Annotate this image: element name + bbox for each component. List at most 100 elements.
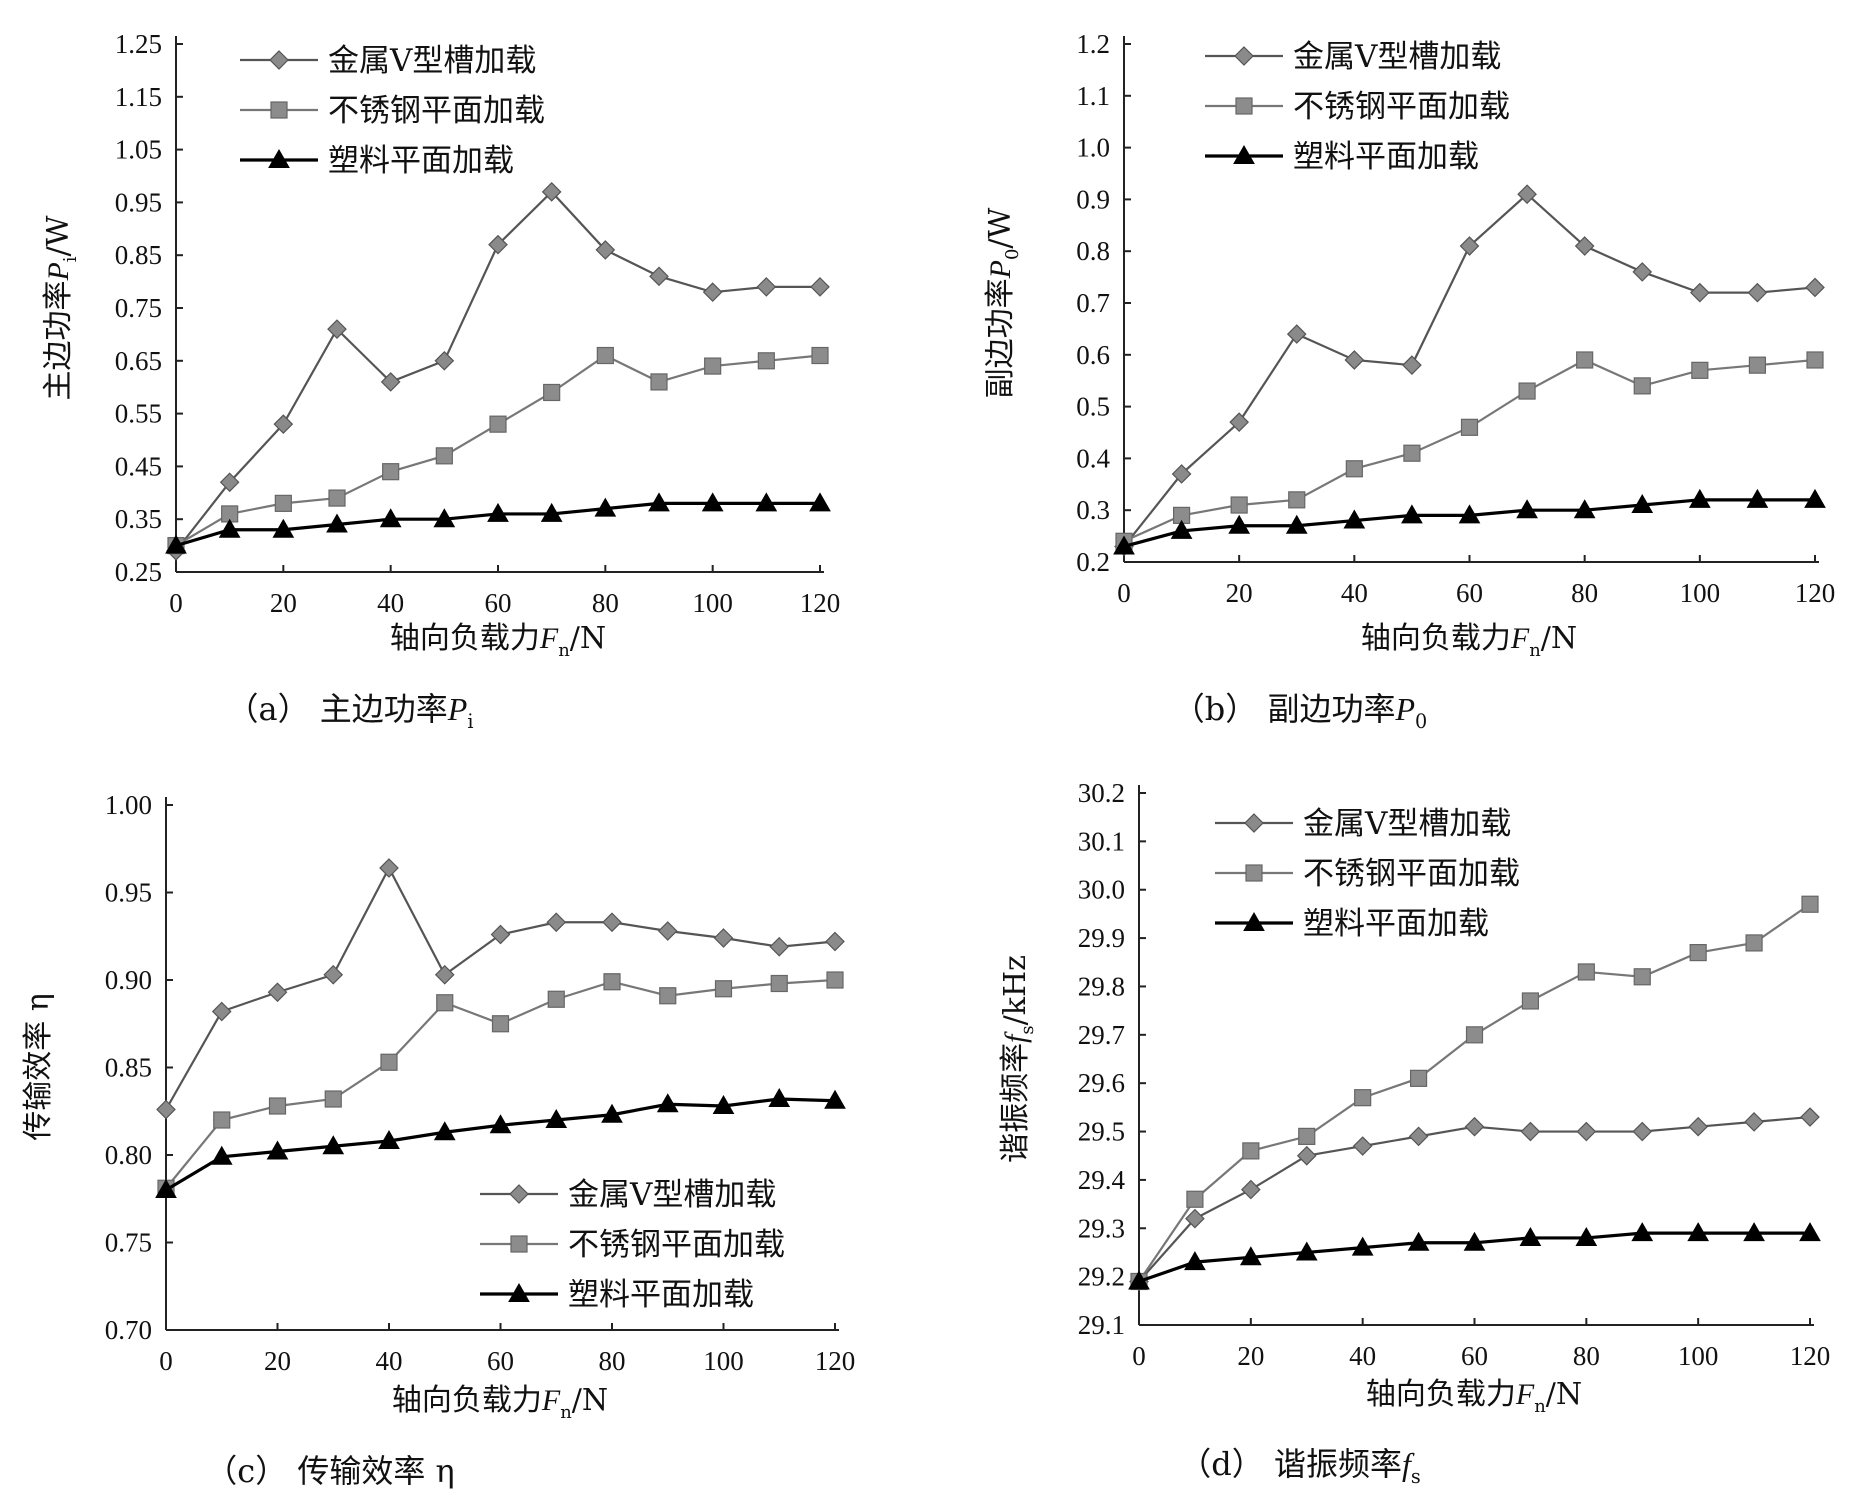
data-point [434, 350, 455, 371]
x-tick-label: 60 [487, 1346, 514, 1376]
data-point [1632, 1121, 1653, 1142]
y-axis-label-group: 谐振频率fs/kHz [998, 955, 1038, 1163]
y-tick-label: 0.95 [115, 187, 162, 217]
data-point [1113, 535, 1135, 555]
x-tick-label: 0 [159, 1346, 173, 1376]
data-point [1184, 1251, 1206, 1271]
panel-caption: （a） 主边功率Pi [227, 690, 474, 733]
legend-label: 塑料平面加载 [1303, 906, 1489, 942]
legend-marker [1245, 864, 1263, 882]
x-tick-label: 60 [485, 588, 512, 618]
panel-caption: （c） 传输效率 η [205, 1452, 454, 1490]
x-tick-label: 100 [703, 1346, 744, 1376]
data-point [547, 990, 565, 1008]
legend-marker [1243, 911, 1265, 931]
legend-label: 金属V型槽加载 [1293, 39, 1501, 75]
data-point [156, 1099, 176, 1120]
data-point [266, 1140, 289, 1160]
series-1 [1129, 1107, 1820, 1292]
data-point [1575, 1226, 1598, 1246]
data-point [714, 980, 733, 998]
data-point [824, 1089, 846, 1109]
data-point [1687, 1222, 1710, 1242]
data-point [1409, 1069, 1428, 1087]
data-point [1345, 460, 1363, 478]
y-tick-label: 1.25 [115, 29, 162, 59]
data-point [768, 1087, 791, 1107]
data-point [1351, 1236, 1374, 1256]
y-tick-label: 0.5 [1076, 392, 1110, 422]
data-point [1748, 356, 1767, 374]
legend-label: 不锈钢平面加载 [328, 93, 545, 129]
data-point [596, 346, 614, 365]
x-tick-label: 100 [1680, 578, 1721, 608]
data-point [811, 346, 829, 365]
data-point [1229, 412, 1250, 432]
legend-marker [1234, 46, 1254, 66]
data-point [380, 372, 401, 392]
x-tick-label: 80 [1573, 1341, 1600, 1371]
data-point [1463, 1231, 1486, 1251]
y-tick-label: 0.25 [115, 557, 162, 587]
y-tick-label: 29.6 [1078, 1068, 1125, 1098]
data-point [648, 492, 670, 512]
y-tick-label: 0.95 [105, 878, 152, 908]
data-point [1403, 444, 1421, 462]
series-3 [1128, 1222, 1821, 1290]
data-point [1800, 1107, 1820, 1127]
x-tick-label: 120 [1790, 1341, 1831, 1371]
data-point [657, 921, 678, 941]
y-tick-label: 30.1 [1078, 826, 1125, 856]
data-point [211, 1001, 232, 1022]
y-tick-label: 1.0 [1076, 133, 1110, 163]
data-point [810, 277, 830, 297]
data-point [1747, 282, 1768, 303]
legend-marker [1244, 813, 1264, 833]
x-axis-label: 轴向负载力Fn/N [390, 621, 606, 661]
legend-marker [508, 1282, 530, 1302]
data-point [541, 181, 562, 202]
series-2 [1130, 895, 1819, 1291]
data-point [1517, 184, 1537, 205]
y-tick-label: 0.75 [105, 1228, 152, 1258]
legend-marker [510, 1235, 528, 1253]
data-point [1574, 236, 1595, 256]
series-2 [1115, 351, 1824, 550]
data-point [488, 234, 508, 255]
data-point [545, 1108, 568, 1128]
x-tick-label: 60 [1456, 578, 1483, 608]
data-point [1298, 1127, 1316, 1145]
data-point [380, 1053, 398, 1071]
legend-label: 塑料平面加载 [568, 1277, 754, 1313]
data-point [826, 971, 844, 989]
legend-marker [270, 101, 288, 119]
data-point [650, 373, 668, 391]
y-tick-label: 30.0 [1078, 875, 1125, 905]
y-tick-label: 29.9 [1078, 923, 1125, 953]
data-point [1688, 488, 1711, 508]
data-point [1408, 1126, 1429, 1147]
y-tick-label: 0.3 [1076, 495, 1110, 525]
data-point [379, 858, 399, 878]
legend-label: 不锈钢平面加载 [1293, 89, 1510, 125]
data-point [489, 415, 507, 433]
data-point [1288, 491, 1306, 509]
y-tick-label: 29.5 [1078, 1117, 1125, 1147]
data-point [1576, 351, 1594, 369]
data-point [328, 489, 346, 507]
data-point [1228, 514, 1251, 534]
y-tick-label: 1.00 [105, 790, 152, 820]
data-point [601, 1103, 623, 1123]
data-point [1459, 236, 1480, 256]
data-point [1242, 1142, 1260, 1160]
y-axis-label: 主边功率Pi/W [41, 215, 81, 400]
y-tick-label: 1.1 [1076, 81, 1110, 111]
data-point [433, 1121, 456, 1141]
data-point [1519, 1226, 1542, 1246]
data-point [1128, 1270, 1150, 1290]
x-tick-label: 20 [1226, 578, 1253, 608]
legend-marker [1235, 97, 1253, 115]
